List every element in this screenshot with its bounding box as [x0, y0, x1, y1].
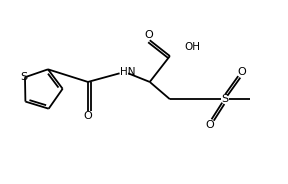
Text: O: O: [84, 111, 92, 121]
Text: OH: OH: [184, 43, 200, 52]
Text: O: O: [144, 29, 153, 40]
Text: S: S: [221, 94, 228, 104]
Text: O: O: [237, 67, 246, 77]
Text: O: O: [206, 120, 215, 130]
Text: HN: HN: [120, 67, 135, 77]
Text: S: S: [20, 72, 27, 82]
